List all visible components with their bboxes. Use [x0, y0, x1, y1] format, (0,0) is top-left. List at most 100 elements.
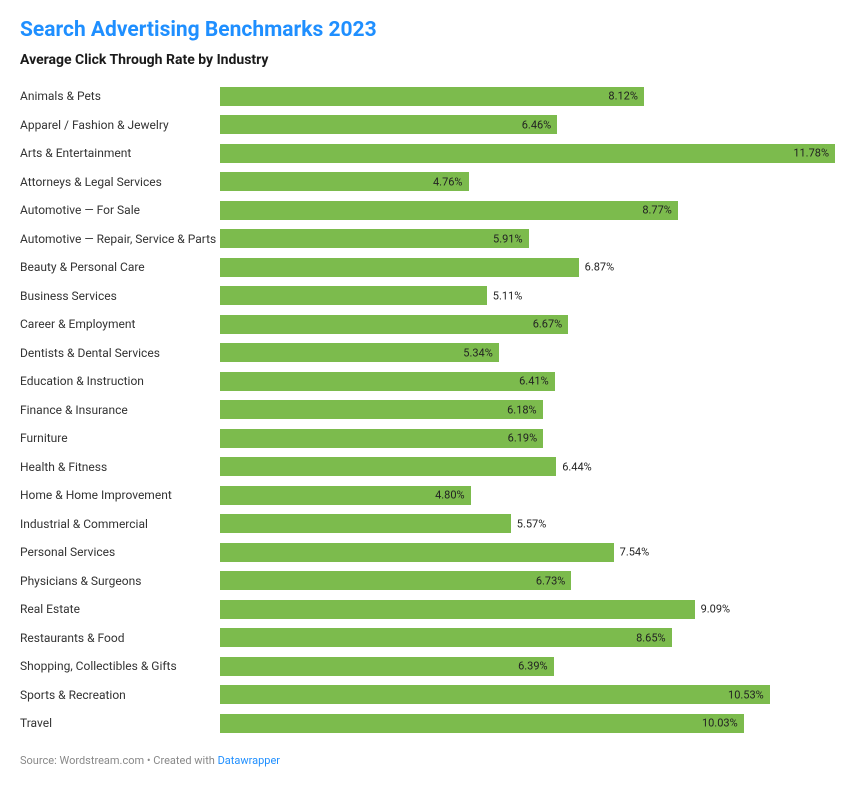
bar-value: 11.78%: [793, 147, 829, 160]
bar-value: 8.65%: [636, 631, 666, 644]
row-label: Animals & Pets: [20, 89, 220, 103]
bar-value: 4.76%: [433, 175, 463, 188]
row-label: Attorneys & Legal Services: [20, 175, 220, 189]
footer-source: Source: Wordstream.com • Created with: [20, 754, 218, 767]
bar-value: 5.91%: [493, 232, 523, 245]
bar: 6.18%: [220, 400, 543, 419]
chart-row: Real Estate9.09%: [20, 595, 835, 624]
bar-track: 6.44%: [220, 457, 835, 476]
chart-footer: Source: Wordstream.com • Created with Da…: [20, 754, 835, 767]
bar: 7.54%: [220, 543, 614, 562]
bar-value: 6.19%: [508, 432, 538, 445]
row-label: Physicians & Surgeons: [20, 574, 220, 588]
bar-value: 5.34%: [463, 346, 493, 359]
bar-value: 8.12%: [608, 90, 638, 103]
bar: 10.03%: [220, 714, 744, 733]
bar: 6.46%: [220, 115, 557, 134]
bar-track: 6.39%: [220, 657, 835, 676]
chart-row: Home & Home Improvement 4.80%: [20, 481, 835, 510]
row-label: Business Services: [20, 289, 220, 303]
bar: 5.91%: [220, 229, 529, 248]
chart-row: Health & Fitness6.44%: [20, 453, 835, 482]
chart-row: Arts & Entertainment 11.78%: [20, 139, 835, 168]
chart-row: Restaurants & Food 8.65%: [20, 624, 835, 653]
chart-row: Attorneys & Legal Services 4.76%: [20, 168, 835, 197]
bar: 9.09%: [220, 600, 695, 619]
chart-subtitle: Average Click Through Rate by Industry: [20, 52, 835, 68]
row-label: Health & Fitness: [20, 460, 220, 474]
bar: 8.12%: [220, 87, 644, 106]
row-label: Furniture: [20, 431, 220, 445]
row-label: Apparel / Fashion & Jewelry: [20, 118, 220, 132]
bar-value: 5.57%: [517, 517, 547, 530]
chart-row: Shopping, Collectibles & Gifts6.39%: [20, 652, 835, 681]
row-label: Education & Instruction: [20, 374, 220, 388]
bar-track: 6.73%: [220, 571, 835, 590]
bar-track: 6.46%: [220, 115, 835, 134]
bar: 6.73%: [220, 571, 571, 590]
row-label: Home & Home Improvement: [20, 488, 220, 502]
row-label: Travel: [20, 716, 220, 730]
chart-row: Automotive — For Sale8.77%: [20, 196, 835, 225]
bar-track: 6.87%: [220, 258, 835, 277]
bar-value: 4.80%: [435, 489, 465, 502]
chart-row: Automotive — Repair, Service & Parts5.91…: [20, 225, 835, 254]
bar-value: 10.03%: [702, 717, 738, 730]
chart-row: Travel 10.03%: [20, 709, 835, 738]
bar: 6.41%: [220, 372, 555, 391]
bar-track: 5.34%: [220, 343, 835, 362]
bar-track: 6.67%: [220, 315, 835, 334]
bar-track: 5.57%: [220, 514, 835, 533]
bar-value: 9.09%: [701, 603, 731, 616]
bar: 8.65%: [220, 628, 672, 647]
bar-track: 8.77%: [220, 201, 835, 220]
row-label: Finance & Insurance: [20, 403, 220, 417]
chart-row: Apparel / Fashion & Jewelry6.46%: [20, 111, 835, 140]
row-label: Arts & Entertainment: [20, 146, 220, 160]
bar: 4.80%: [220, 486, 471, 505]
row-label: Restaurants & Food: [20, 631, 220, 645]
bar: 6.67%: [220, 315, 568, 334]
bar-track: 11.78%: [220, 144, 835, 163]
bar-track: 4.80%: [220, 486, 835, 505]
bar: 6.87%: [220, 258, 579, 277]
bar-track: 8.65%: [220, 628, 835, 647]
bar-value: 7.54%: [620, 546, 650, 559]
bar-track: 7.54%: [220, 543, 835, 562]
footer-link[interactable]: Datawrapper: [218, 754, 280, 767]
row-label: Industrial & Commercial: [20, 517, 220, 531]
row-label: Real Estate: [20, 602, 220, 616]
bar: 5.34%: [220, 343, 499, 362]
bar: 11.78%: [220, 144, 835, 163]
bar: 5.57%: [220, 514, 511, 533]
bar: 6.39%: [220, 657, 554, 676]
bar: 8.77%: [220, 201, 678, 220]
bar-value: 6.18%: [507, 403, 537, 416]
row-label: Beauty & Personal Care: [20, 260, 220, 274]
bar: 6.19%: [220, 429, 543, 448]
bar: 10.53%: [220, 685, 770, 704]
chart-row: Personal Services7.54%: [20, 538, 835, 567]
chart-row: Beauty & Personal Care6.87%: [20, 253, 835, 282]
bar-value: 6.73%: [536, 574, 566, 587]
chart-row: Sports & Recreation10.53%: [20, 681, 835, 710]
bar-track: 8.12%: [220, 87, 835, 106]
chart-row: Business Services5.11%: [20, 282, 835, 311]
bar-track: 9.09%: [220, 600, 835, 619]
row-label: Personal Services: [20, 545, 220, 559]
row-label: Automotive — For Sale: [20, 203, 220, 217]
bar-track: 6.19%: [220, 429, 835, 448]
bar-track: 5.11%: [220, 286, 835, 305]
bar-value: 10.53%: [728, 688, 764, 701]
row-label: Shopping, Collectibles & Gifts: [20, 659, 220, 673]
row-label: Dentists & Dental Services: [20, 346, 220, 360]
row-label: Career & Employment: [20, 317, 220, 331]
chart-row: Industrial & Commercial5.57%: [20, 510, 835, 539]
bar-track: 6.41%: [220, 372, 835, 391]
bar: 6.44%: [220, 457, 556, 476]
bar-chart: Animals & Pets 8.12% Apparel / Fashion & J…: [20, 82, 835, 738]
chart-row: Finance & Insurance 6.18%: [20, 396, 835, 425]
bar-value: 6.41%: [519, 375, 549, 388]
bar: 5.11%: [220, 286, 487, 305]
chart-title: Search Advertising Benchmarks 2023: [20, 18, 835, 42]
